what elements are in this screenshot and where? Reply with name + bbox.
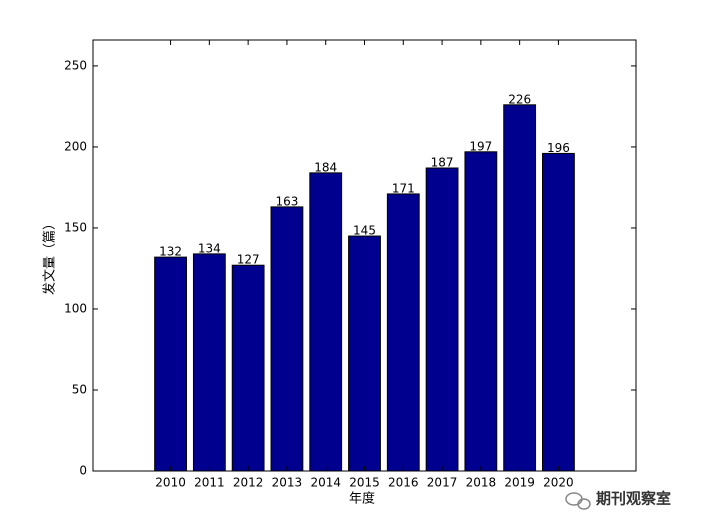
bar [348, 235, 381, 472]
x-tick-label: 2014 [310, 476, 341, 490]
y-tick-label: 150 [64, 220, 87, 234]
x-tick-label: 2020 [543, 476, 574, 490]
bar [154, 256, 187, 472]
x-axis-label: 年度 [349, 491, 375, 507]
x-tick-label: 2013 [272, 476, 303, 490]
x-tick-label: 2018 [466, 476, 497, 490]
y-tick-label: 100 [64, 301, 87, 315]
x-tick-label: 2010 [155, 476, 186, 490]
plot-frame [92, 39, 637, 472]
value-label: 134 [198, 241, 221, 255]
x-tick-label: 2019 [504, 476, 535, 490]
x-tick-label: 2017 [427, 476, 458, 490]
x-tick-label: 2016 [388, 476, 419, 490]
x-tick-label: 2012 [233, 476, 264, 490]
value-label: 132 [159, 245, 182, 259]
bar [464, 151, 498, 472]
bar [270, 206, 304, 472]
value-label: 171 [392, 181, 415, 195]
watermark-icon [565, 492, 591, 510]
y-tick-label: 200 [64, 139, 87, 153]
bar [231, 264, 265, 472]
x-tick-label: 2015 [349, 476, 380, 490]
bar [503, 104, 537, 472]
y-tick-label: 0 [79, 464, 87, 478]
y-tick-label: 250 [64, 58, 87, 72]
value-label: 145 [353, 224, 376, 238]
value-label: 163 [275, 194, 298, 208]
y-axis-label: 发文量（篇） [42, 217, 58, 295]
value-label: 187 [431, 156, 454, 170]
bar [386, 193, 420, 472]
value-label: 196 [547, 141, 570, 155]
value-label: 127 [237, 253, 260, 267]
bar [425, 167, 459, 472]
value-label: 226 [508, 92, 531, 106]
bar [309, 172, 343, 472]
x-tick-label: 2011 [194, 476, 225, 490]
bar [192, 253, 226, 472]
value-label: 197 [469, 139, 492, 153]
value-label: 184 [314, 160, 337, 174]
bar [542, 152, 575, 472]
watermark: 期刊观察室 [596, 490, 671, 508]
y-tick-label: 50 [72, 382, 87, 396]
